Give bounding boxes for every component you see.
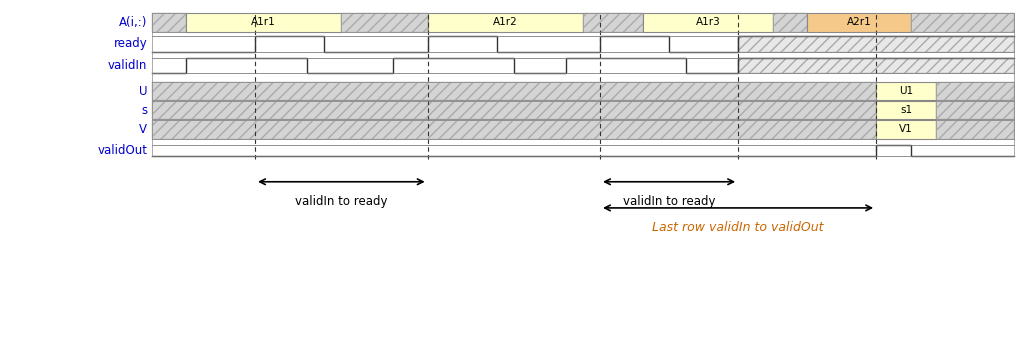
Text: V1: V1 [900, 125, 913, 134]
Bar [186, 14, 341, 32]
Bar [152, 14, 186, 32]
Bar [773, 14, 807, 32]
Text: A1r3: A1r3 [695, 17, 720, 27]
Bar [876, 120, 937, 139]
Bar [738, 36, 1014, 52]
Bar [152, 101, 876, 119]
Text: A(i,:): A(i,:) [119, 16, 148, 29]
Text: A1r2: A1r2 [493, 17, 518, 27]
Text: A1r1: A1r1 [251, 17, 276, 27]
Text: s1: s1 [900, 105, 912, 116]
Bar [738, 36, 1014, 52]
Bar [583, 14, 644, 32]
Bar [876, 101, 937, 119]
Bar [910, 14, 1014, 32]
Bar [152, 120, 876, 139]
Text: A2r1: A2r1 [846, 17, 871, 27]
Text: s: s [142, 104, 148, 117]
Bar [937, 120, 1014, 139]
Bar [152, 101, 876, 119]
Bar [583, 14, 644, 32]
Bar [152, 82, 876, 101]
Bar [428, 14, 583, 32]
Bar [937, 101, 1014, 119]
Bar [152, 14, 186, 32]
Bar [341, 14, 428, 32]
Bar [152, 82, 876, 101]
Bar [807, 14, 910, 32]
Bar [876, 82, 937, 101]
Text: validOut: validOut [97, 144, 148, 157]
Text: validIn to ready: validIn to ready [295, 195, 387, 208]
Bar [937, 82, 1014, 101]
Text: ready: ready [114, 37, 148, 50]
Text: V: V [139, 123, 148, 136]
Bar [937, 82, 1014, 101]
Bar [910, 14, 1014, 32]
Text: validIn to ready: validIn to ready [623, 195, 715, 208]
Bar [738, 58, 1014, 73]
Text: validIn: validIn [107, 59, 148, 72]
Text: U: U [138, 85, 148, 98]
Bar [341, 14, 428, 32]
Bar [738, 58, 1014, 73]
Text: U1: U1 [899, 86, 913, 96]
Bar [937, 120, 1014, 139]
Bar [152, 120, 876, 139]
Text: Last row validIn to validOut: Last row validIn to validOut [652, 221, 824, 234]
Bar [937, 101, 1014, 119]
Bar [773, 14, 807, 32]
Bar [644, 14, 773, 32]
